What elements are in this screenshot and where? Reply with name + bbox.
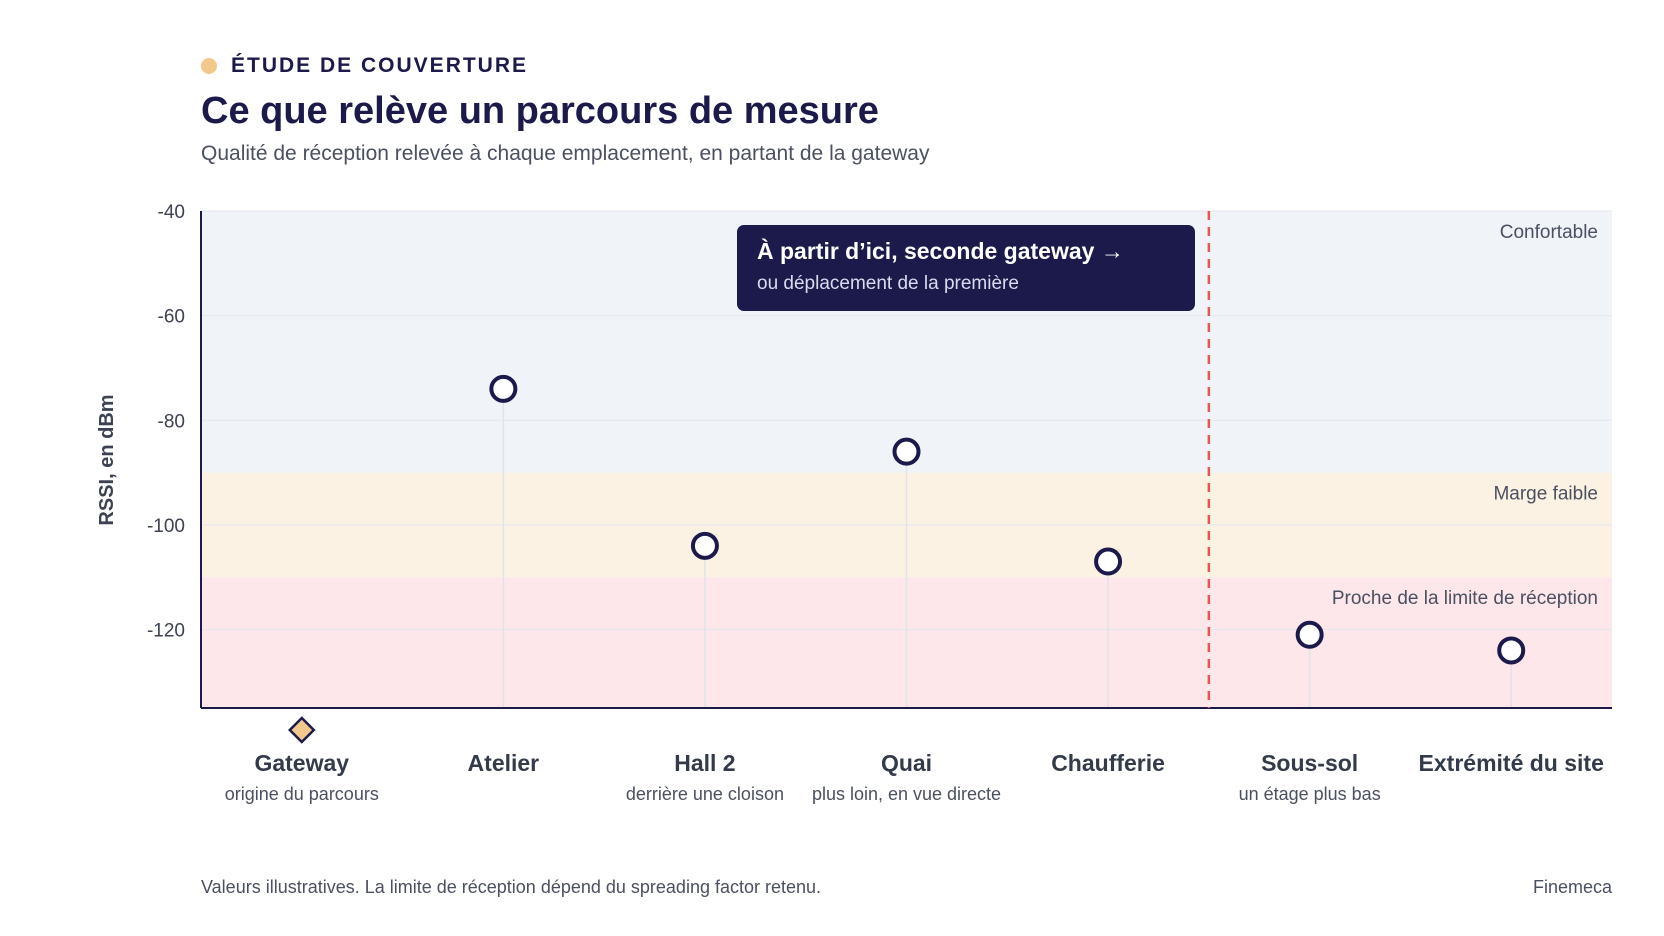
stems-layer [502, 400, 1512, 708]
x-category-label: Sous-sol [1261, 750, 1358, 776]
eyebrow: ÉTUDE DE COUVERTURE [201, 54, 528, 78]
y-tick-label: -100 [147, 516, 185, 537]
points-layer [288, 374, 1526, 744]
y-tick-label: -120 [147, 621, 185, 642]
data-point [489, 374, 518, 403]
data-point [892, 437, 921, 466]
annotation-title: À partir d’ici, seconde gateway → [757, 237, 1124, 264]
x-category-sublabel: plus loin, en vue directe [812, 784, 1001, 804]
data-point [1295, 620, 1324, 649]
data-point [1497, 636, 1526, 665]
footer-brand: Finemeca [1532, 877, 1612, 897]
x-category-label: Chaufferie [1051, 750, 1165, 776]
y-tick-label: -40 [158, 202, 185, 223]
labels-layer: Gateway origine du parcours Atelier Hall 2 d… [225, 750, 1604, 804]
eyebrow-text: ÉTUDE DE COUVERTURE [231, 54, 529, 77]
axes-layer: RSSI, en dBm [96, 211, 1612, 709]
zone-label: Marge faible [1493, 484, 1598, 505]
data-point [690, 531, 719, 560]
y-tick-label: -60 [158, 307, 185, 328]
zone-label: Confortable [1500, 222, 1598, 243]
y-axis-label: RSSI, en dBm [96, 394, 118, 525]
x-category-sublabel: derrière une cloison [626, 784, 784, 804]
x-category-sublabel: un étage plus bas [1239, 784, 1381, 804]
footer-note: Valeurs illustratives. La limite de réce… [201, 877, 822, 897]
page-subtitle: Qualité de réception relevée à chaque em… [201, 142, 930, 165]
annotation-box [737, 225, 1195, 311]
zone-label: Proche de la limite de réception [1332, 588, 1598, 609]
x-category-label: Quai [881, 750, 932, 776]
gateway-diamond-marker [288, 716, 316, 744]
x-category-label: Hall 2 [674, 750, 735, 776]
y-tick-label: -80 [158, 411, 185, 432]
data-point [1094, 547, 1123, 576]
x-category-sublabel: origine du parcours [225, 784, 379, 804]
x-category-label: Extrémité du site [1419, 750, 1604, 776]
x-category-label: Atelier [468, 750, 540, 776]
annotation-layer: À partir d’ici, seconde gateway → ou dépl… [737, 225, 1195, 311]
x-category-label: Gateway [254, 750, 349, 776]
page-title: Ce que relève un parcours de mesure [201, 90, 879, 132]
eyebrow-dot [201, 58, 217, 74]
annotation-subtitle: ou déplacement de la première [757, 273, 1019, 294]
